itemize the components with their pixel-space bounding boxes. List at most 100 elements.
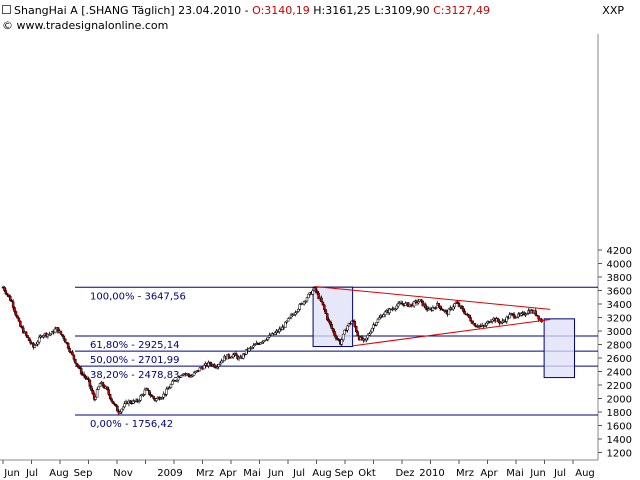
x-tick-label: Okt (358, 468, 376, 479)
candle-body (462, 307, 465, 312)
candle-body (65, 341, 68, 344)
y-tick-label: 3400 (607, 300, 632, 311)
candle-body (227, 354, 231, 358)
candle-body (139, 395, 142, 401)
candle-body (231, 354, 235, 358)
candle-body (26, 335, 29, 338)
x-tick-label: Mai (243, 468, 261, 479)
candle-body (175, 379, 178, 382)
candle-body (369, 331, 372, 335)
fib-level-label: 38,20% - 2478,83 (90, 370, 179, 381)
candle-body (159, 398, 163, 400)
candle-body (508, 314, 511, 319)
candle-body (165, 388, 168, 395)
fib-level-label: 0,00% - 1756,42 (90, 419, 173, 430)
candle-body (266, 337, 270, 340)
x-tick-label: Jun (529, 468, 546, 479)
candlesticks (1, 285, 543, 416)
candle-body (68, 348, 71, 352)
candle-body (220, 360, 223, 364)
candle-body (470, 320, 474, 324)
candle-body (77, 364, 80, 368)
y-tick-label: 4000 (607, 260, 632, 271)
y-tick-label: 3800 (607, 273, 632, 284)
candle-body (273, 332, 277, 335)
candle-body (234, 353, 238, 356)
x-tick-label: Jun (267, 468, 284, 479)
candle-body (294, 312, 297, 315)
candle-body (372, 324, 375, 329)
candle-body (343, 329, 346, 335)
candle-body (491, 319, 494, 322)
y-tick-label: 2200 (607, 381, 632, 392)
candle-body (437, 303, 440, 307)
candle-body (155, 398, 158, 401)
candle-body (469, 317, 472, 322)
x-tick-label: Aug (312, 468, 332, 479)
candle-body (499, 322, 503, 324)
candle-body (194, 371, 197, 374)
candle-body (356, 331, 359, 337)
candle-body (116, 405, 119, 412)
candle-body (87, 378, 90, 381)
candle-body (330, 324, 333, 329)
candle-body (208, 362, 212, 365)
candle-body (431, 307, 435, 311)
candle-body (90, 386, 93, 391)
candle-body (292, 314, 296, 316)
candle-body (168, 387, 171, 389)
candle-body (456, 301, 459, 304)
candle-body (198, 367, 202, 372)
candle-body (286, 318, 290, 322)
plot-area (0, 34, 598, 460)
candle-body (314, 287, 317, 292)
candle-body (334, 335, 338, 339)
candle-body (84, 375, 87, 379)
candle-body (346, 325, 349, 331)
y-tick-label: 2600 (607, 354, 632, 365)
candle-body (260, 341, 264, 344)
candle-body (213, 364, 216, 368)
candle-body (24, 331, 28, 336)
candle-body (324, 309, 328, 315)
chart-settings-icon[interactable] (2, 5, 11, 14)
candle-body (525, 313, 529, 315)
trendline (314, 285, 551, 310)
candle-body (191, 374, 194, 377)
candle-body (179, 375, 183, 378)
candle-body (82, 373, 86, 377)
candle-body (107, 389, 110, 395)
candle-body (49, 333, 53, 336)
x-axis: Jun Jul Aug Sep Nov 2009 Mrz Apr Mai Jun Jul Aug Sep… (2, 460, 595, 479)
candle-body (417, 301, 420, 304)
candle-body (485, 322, 488, 326)
candle-body (505, 316, 509, 322)
candle-body (522, 312, 526, 316)
candle-body (285, 320, 288, 323)
candle-body (188, 374, 191, 377)
y-tick-label: 3000 (607, 327, 632, 338)
candle-body (129, 400, 132, 404)
candle-body (244, 349, 248, 355)
candle-body (295, 311, 299, 313)
candle-body (8, 296, 12, 301)
candle-body (94, 396, 97, 400)
candle-body (395, 305, 399, 310)
candle-body (327, 319, 330, 322)
trendline (352, 319, 551, 347)
high-value: H:3161,25 (313, 4, 371, 17)
x-tick-label: Dez (395, 468, 414, 479)
candle-body (56, 327, 60, 333)
candle-body (396, 303, 400, 307)
candle-body (467, 314, 471, 318)
candle-body (35, 343, 38, 346)
candle-body (121, 406, 125, 410)
candle-body (78, 367, 81, 369)
candle-body (320, 297, 323, 303)
candle-body (36, 341, 39, 345)
candle-body (101, 382, 105, 387)
candle-body (370, 327, 374, 333)
candle-body (230, 356, 233, 359)
x-tick-label: Mrz (196, 468, 214, 479)
